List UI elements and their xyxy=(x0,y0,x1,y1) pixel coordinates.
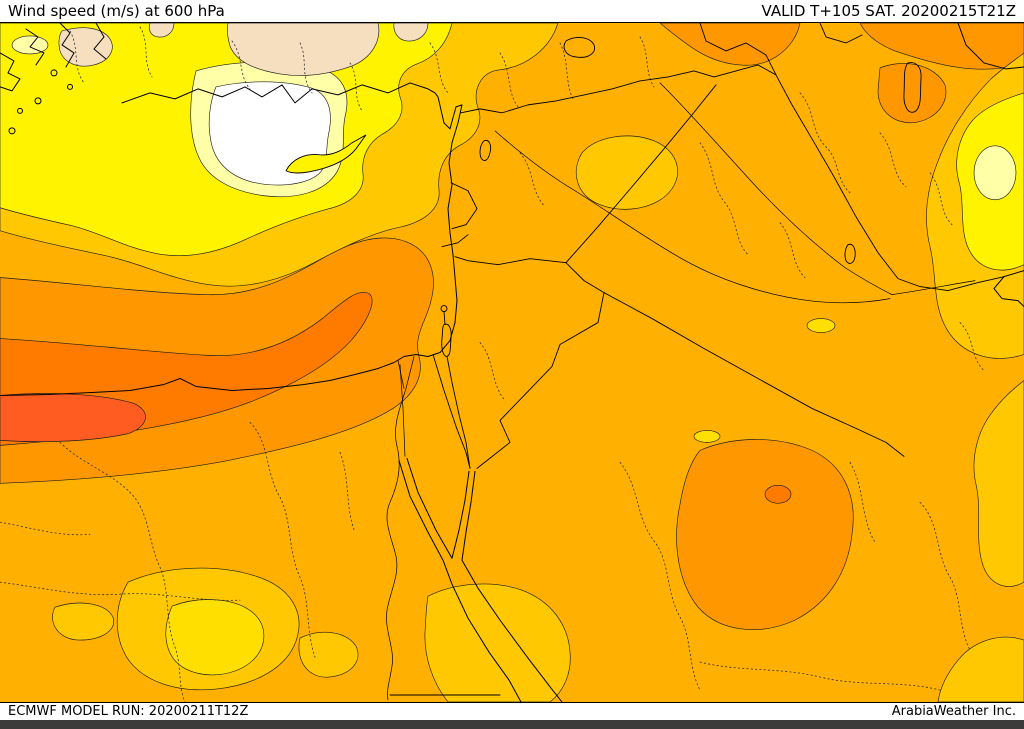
map-footer: ECMWF MODEL RUN: 20200211T12Z ArabiaWeat… xyxy=(0,703,1024,720)
admin-boundary xyxy=(919,501,971,651)
coastline-red-sea-arabian xyxy=(461,470,563,702)
admin-boundary xyxy=(0,581,241,601)
admin-boundary xyxy=(559,42,575,102)
band-gold-small-sw xyxy=(52,602,114,641)
admin-boundary xyxy=(639,36,655,88)
admin-boundary xyxy=(519,152,546,208)
band-deep-orange-nejd-core xyxy=(764,484,792,504)
river-euphrates xyxy=(494,130,891,304)
admin-boundaries xyxy=(0,26,985,702)
coastline-anatolia-west xyxy=(59,23,75,68)
admin-boundary xyxy=(699,661,941,691)
band-yellow-spot-desert xyxy=(693,430,721,443)
band-cream-small-2 xyxy=(393,23,429,42)
island-cyprus xyxy=(285,134,367,174)
map-canvas xyxy=(0,22,1024,703)
coastline-anatolia-west-2 xyxy=(93,23,107,60)
admin-boundary xyxy=(699,142,749,256)
band-cream-aegean xyxy=(58,27,113,67)
border-israel-jordan xyxy=(443,311,471,469)
admin-boundary xyxy=(249,422,316,658)
lake-tharthar xyxy=(844,243,856,264)
admin-boundary xyxy=(959,322,985,371)
admin-boundary xyxy=(929,172,953,226)
band-gold-jazira xyxy=(575,135,678,210)
admin-boundary xyxy=(59,441,186,702)
admin-boundary xyxy=(349,62,363,112)
admin-boundary xyxy=(0,521,91,536)
band-pale-east xyxy=(973,145,1017,201)
border-jordan-iraq xyxy=(565,262,605,294)
river-tigris xyxy=(659,82,893,295)
border-lebanon xyxy=(450,182,478,230)
coastline-aegean-2 xyxy=(25,28,45,66)
aegean-island xyxy=(34,97,42,105)
border-caucasus-2 xyxy=(819,23,863,44)
border-israel-lebanon xyxy=(441,234,469,248)
admin-boundary xyxy=(139,26,153,78)
lake-urmia xyxy=(903,62,922,113)
map-header: Wind speed (m/s) at 600 hPa VALID T+105 … xyxy=(0,0,1024,22)
admin-boundary xyxy=(479,342,506,401)
band-orange-nejd xyxy=(676,439,854,630)
coastline-mediterranean xyxy=(0,82,463,396)
border-turkey-south xyxy=(460,64,777,114)
admin-boundary xyxy=(879,132,907,188)
band-pale-aegean xyxy=(11,35,49,55)
map-title: Wind speed (m/s) at 600 hPa xyxy=(8,2,225,20)
border-egypt-israel xyxy=(432,354,471,469)
admin-boundary xyxy=(231,40,251,90)
wind-speed-map xyxy=(0,23,1024,702)
admin-boundary xyxy=(339,451,356,533)
aegean-island xyxy=(8,127,16,135)
border-iraq-saudi xyxy=(603,292,905,457)
admin-boundary xyxy=(619,461,701,691)
band-gold-small-sw2 xyxy=(298,632,359,678)
band-yellow-southwest-core xyxy=(165,599,265,676)
band-gold-south-center xyxy=(424,583,571,702)
border-syria-iraq xyxy=(565,84,717,264)
bottom-bar xyxy=(0,720,1024,729)
lake-van xyxy=(563,37,596,58)
coastline-caspian xyxy=(957,23,1024,70)
branding-label: ArabiaWeather Inc. xyxy=(891,704,1016,719)
coastline-persian-gulf xyxy=(993,270,1024,308)
wind-speed-bands xyxy=(0,23,1024,702)
admin-boundary xyxy=(849,461,876,543)
admin-boundary xyxy=(779,222,806,279)
border-iran-iraq xyxy=(775,74,1005,292)
coastline-aegean-1 xyxy=(0,52,21,92)
river-shatt-al-arab xyxy=(891,280,976,295)
aegean-island xyxy=(17,107,23,114)
band-yellow-spot-zagros xyxy=(806,318,836,333)
band-gold-se-corner xyxy=(937,636,1024,702)
admin-boundary xyxy=(799,92,851,194)
admin-boundary xyxy=(299,42,313,94)
band-red-orange-core xyxy=(0,393,146,443)
coastline-red-sea-african xyxy=(398,459,522,702)
band-gold-southeast-edge xyxy=(973,380,1024,587)
admin-boundary xyxy=(69,30,85,84)
admin-boundary xyxy=(499,52,519,108)
coastline-sinai xyxy=(406,457,470,559)
lake-assad xyxy=(479,139,492,161)
border-jordan-saudi xyxy=(476,292,605,469)
suez-canal xyxy=(399,364,406,457)
aegean-island xyxy=(67,83,73,90)
country-borders xyxy=(389,23,1005,696)
aegean-island xyxy=(50,69,58,77)
rivers xyxy=(386,82,976,701)
coastlines xyxy=(0,23,1024,702)
model-run-label: ECMWF MODEL RUN: 20200211T12Z xyxy=(8,704,249,719)
band-cream-anatolia xyxy=(227,23,380,76)
border-caucasus xyxy=(699,23,777,76)
admin-boundary xyxy=(429,42,449,94)
border-syria-jordan xyxy=(454,256,567,266)
band-cream-small-1 xyxy=(148,23,175,38)
valid-time-label: VALID T+105 SAT. 20200215T21Z xyxy=(761,2,1016,20)
